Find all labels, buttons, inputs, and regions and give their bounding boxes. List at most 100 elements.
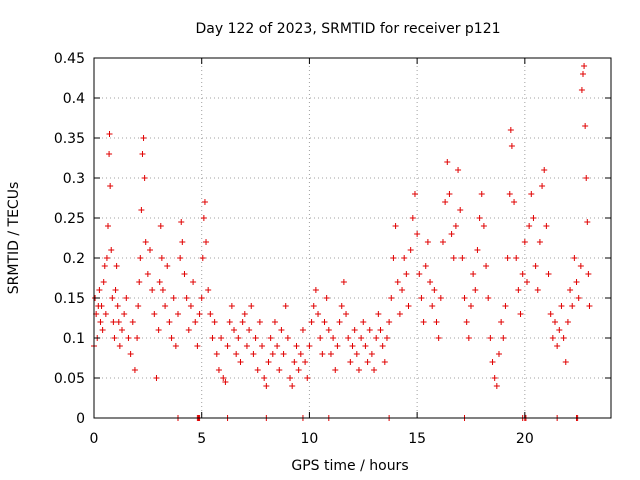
data-point: [177, 255, 184, 261]
data-point: [470, 271, 477, 277]
data-point: [135, 303, 142, 309]
data-point: [310, 303, 317, 309]
data-point: [332, 367, 339, 373]
data-point: [560, 335, 567, 341]
data-point: [554, 343, 561, 349]
plot-frame: [93, 57, 612, 419]
data-point: [205, 287, 212, 293]
data-point: [360, 319, 367, 325]
data-point: [254, 367, 261, 373]
data-point: [485, 295, 492, 301]
x-axis-label: GPS time / hours: [291, 458, 408, 474]
data-point: [401, 255, 408, 261]
data-point: [302, 359, 309, 365]
data-point: [103, 255, 110, 261]
y-tick-label: 0.3: [63, 171, 85, 187]
data-point: [113, 263, 120, 269]
y-tick-label: 0.25: [54, 211, 85, 227]
data-point: [521, 239, 528, 245]
y-tick-label: 0.45: [54, 51, 85, 67]
data-point: [100, 279, 107, 285]
data-point: [452, 223, 459, 229]
data-point: [461, 295, 468, 301]
data-point: [373, 335, 380, 341]
data-point: [265, 359, 272, 365]
data-point: [276, 367, 283, 373]
data-point: [551, 319, 558, 325]
data-point: [213, 351, 220, 357]
data-point: [308, 319, 315, 325]
data-point: [530, 215, 537, 221]
data-point: [474, 247, 481, 253]
y-tick-label: 0.2: [63, 251, 85, 267]
data-point: [476, 215, 483, 221]
data-point: [564, 319, 571, 325]
y-tick-label: 0.15: [54, 291, 85, 307]
data-point: [353, 351, 360, 357]
data-point: [493, 383, 500, 389]
y-tick-label: 0.4: [63, 91, 85, 107]
data-point: [109, 295, 116, 301]
data-point: [127, 351, 134, 357]
data-point: [379, 343, 386, 349]
data-point: [226, 319, 233, 325]
data-point: [504, 255, 511, 261]
data-point: [431, 287, 438, 293]
data-point: [556, 327, 563, 333]
data-point: [312, 287, 319, 293]
data-point: [547, 311, 554, 317]
data-point: [377, 327, 384, 333]
data-point: [112, 287, 119, 293]
data-point: [315, 311, 322, 317]
data-point: [581, 63, 588, 69]
data-point: [319, 351, 326, 357]
data-point: [491, 375, 498, 381]
y-axis-label: SRMTID / TECUs: [6, 182, 22, 295]
data-point: [347, 359, 354, 365]
data-point: [121, 311, 128, 317]
data-point: [358, 335, 365, 341]
data-point: [390, 255, 397, 261]
data-point: [274, 343, 281, 349]
data-point: [129, 319, 136, 325]
data-point: [446, 191, 453, 197]
data-point: [567, 287, 574, 293]
data-point: [185, 327, 192, 333]
data-point: [418, 295, 425, 301]
data-point: [192, 319, 199, 325]
data-point: [338, 303, 345, 309]
data-point: [222, 379, 229, 385]
data-point: [224, 343, 231, 349]
data-point: [330, 335, 337, 341]
data-point: [364, 359, 371, 365]
data-point: [136, 279, 143, 285]
data-point: [228, 303, 235, 309]
data-point: [575, 295, 582, 301]
x-tick-label: 0: [90, 431, 99, 447]
data-point: [392, 223, 399, 229]
data-point: [536, 239, 543, 245]
data-point: [98, 303, 105, 309]
data-point: [144, 271, 151, 277]
data-point: [489, 359, 496, 365]
data-point: [246, 327, 253, 333]
data-point: [569, 303, 576, 309]
data-point: [381, 359, 388, 365]
data-point: [396, 311, 403, 317]
data-point: [409, 215, 416, 221]
data-point: [399, 287, 406, 293]
data-point: [422, 263, 429, 269]
data-point: [248, 303, 255, 309]
data-point: [577, 263, 584, 269]
data-point: [116, 343, 123, 349]
data-point: [513, 255, 520, 261]
data-point: [532, 263, 539, 269]
data-point: [198, 295, 205, 301]
data-point: [502, 303, 509, 309]
data-point: [211, 319, 218, 325]
x-tick-label: 15: [408, 431, 426, 447]
data-point: [141, 175, 148, 181]
data-point: [562, 359, 569, 365]
data-point: [243, 343, 250, 349]
data-point: [233, 351, 240, 357]
